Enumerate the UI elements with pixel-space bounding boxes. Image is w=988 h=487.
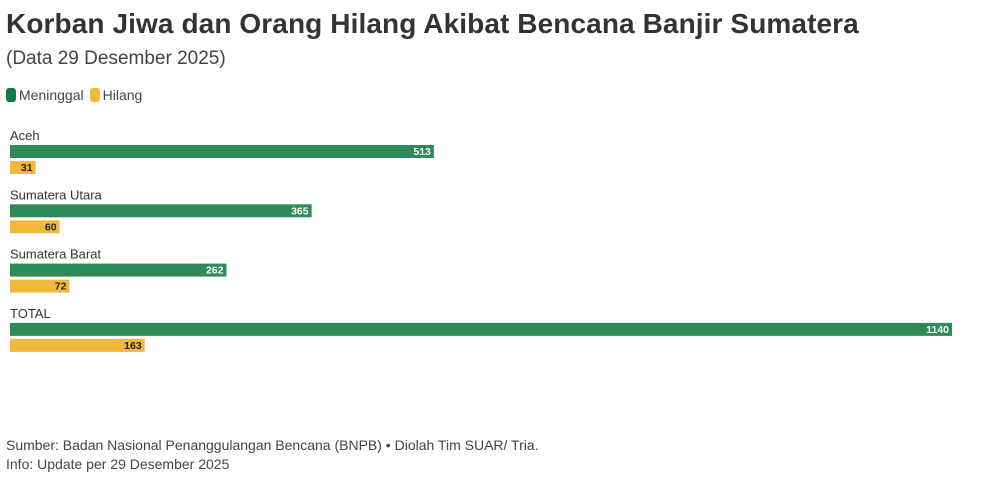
legend-item-meninggal: Meninggal: [6, 87, 84, 103]
legend-swatch-hilang: [89, 88, 100, 102]
legend-item-hilang: Hilang: [89, 87, 143, 103]
data-label-hilang-total: 163: [124, 340, 142, 352]
category-label-sumatera-barat: Sumatera Barat: [10, 247, 101, 262]
legend-label-hilang: Hilang: [102, 87, 143, 103]
bar-meninggal-sumatera-utara: [10, 204, 312, 218]
bar-meninggal-total: [10, 322, 952, 336]
category-label-aceh: Aceh: [10, 128, 40, 143]
category-label-total: TOTAL: [10, 306, 51, 321]
footer: Sumber: Badan Nasional Penanggulangan Be…: [6, 436, 539, 474]
legend: Meninggal Hilang: [6, 87, 148, 103]
bar-meninggal-aceh: [10, 145, 434, 158]
legend-swatch-meninggal: [6, 88, 16, 102]
info-note: Info: Update per 29 Desember 2025: [6, 456, 230, 472]
data-label-meninggal-sumatera-utara: 365: [291, 205, 309, 217]
bar-hilang-sumatera-barat: [10, 279, 70, 293]
bar-meninggal-sumatera-barat: [10, 263, 227, 277]
bar-hilang-aceh: [10, 161, 36, 174]
data-label-hilang-aceh: 31: [21, 162, 33, 174]
data-label-meninggal-aceh: 513: [413, 146, 431, 158]
category-label-sumatera-utara: Sumatera Utara: [10, 187, 103, 202]
data-label-meninggal-sumatera-barat: 262: [206, 265, 224, 277]
bar-hilang-sumatera-utara: [10, 220, 60, 234]
legend-label-meninggal: Meninggal: [19, 87, 84, 103]
chart-subtitle: (Data 29 Desember 2025): [6, 48, 226, 69]
data-label-hilang-sumatera-utara: 60: [45, 221, 57, 233]
bar-hilang-total: [10, 338, 145, 352]
chart-title: Korban Jiwa dan Orang Hilang Akibat Benc…: [6, 8, 859, 39]
data-label-meninggal-total: 1140: [926, 324, 949, 336]
data-label-hilang-sumatera-barat: 72: [55, 281, 67, 293]
source-note: Sumber: Badan Nasional Penanggulangan Be…: [6, 437, 539, 453]
